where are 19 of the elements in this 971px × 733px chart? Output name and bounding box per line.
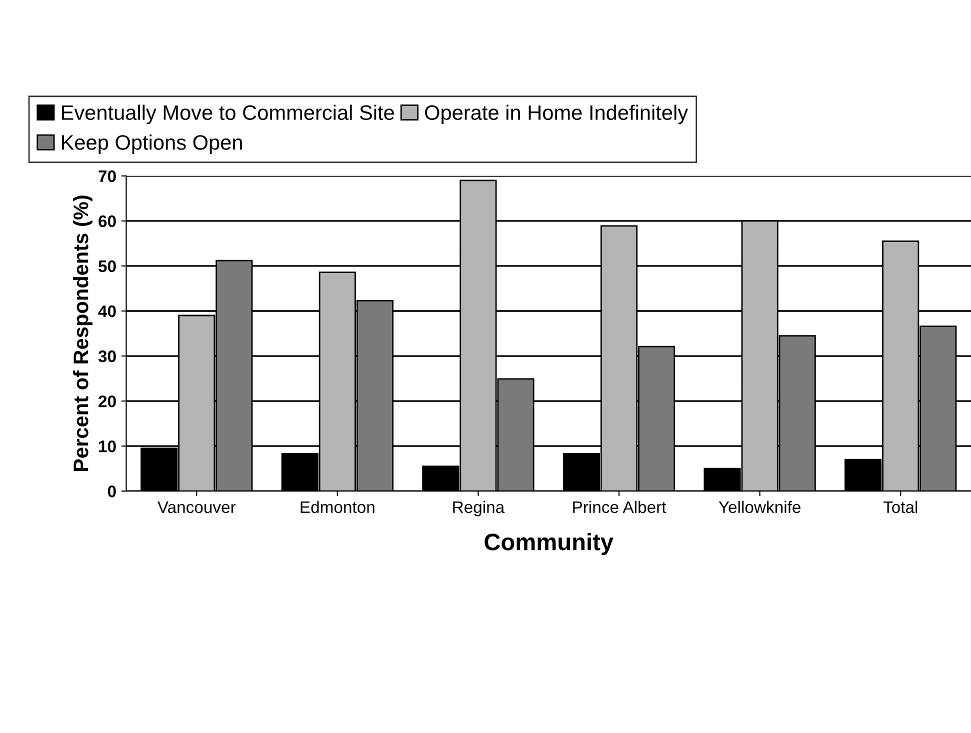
y-tick-label: 30 (98, 350, 116, 362)
y-tick-label: 10 (99, 440, 116, 452)
y-axis-title: Percent of Respondents (%) (72, 196, 92, 472)
x-tick-label: Edmonton (300, 500, 374, 514)
legend-label: Keep Options Open (62, 134, 242, 154)
y-tick-label: 40 (98, 305, 116, 318)
legend-label: Eventually Move to Commercial Site (62, 104, 394, 124)
y-tick-label: 0 (108, 486, 116, 498)
x-tick-label: Yellowknife (718, 500, 800, 514)
x-tick-label: Total (883, 500, 918, 514)
x-tick-label: Regina (453, 500, 505, 516)
x-axis-title: Community (484, 533, 614, 556)
y-tick-label: 60 (98, 215, 116, 228)
x-tick-label: Vancouver (157, 501, 236, 514)
y-tick-label: 20 (98, 395, 116, 408)
x-tick-label: Prince Albert (573, 500, 666, 514)
legend-label: Operate in Home Indefinitely (425, 104, 688, 124)
y-tick-label: 70 (98, 170, 116, 182)
y-tick-label: 50 (98, 260, 116, 272)
